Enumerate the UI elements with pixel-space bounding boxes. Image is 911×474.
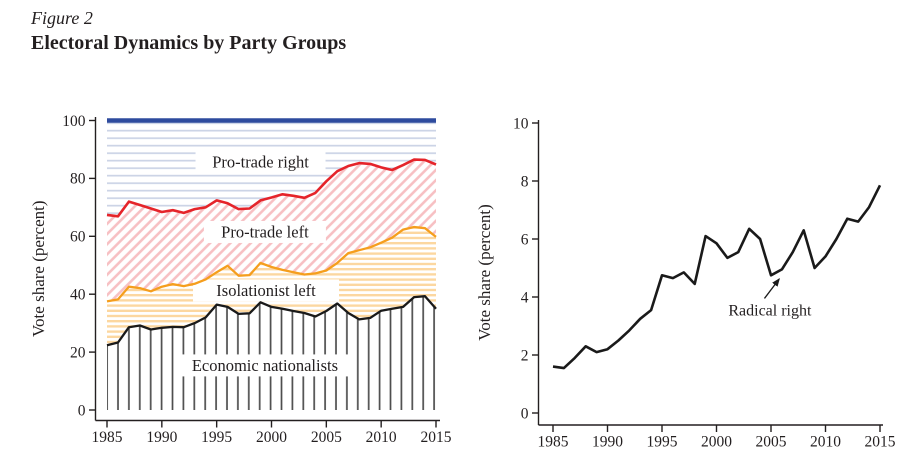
annotation-label: Radical right [728, 302, 812, 319]
figure-title: Electoral Dynamics by Party Groups [31, 32, 347, 54]
y-tick-label: 6 [521, 231, 529, 248]
x-tick-label: 1990 [592, 434, 623, 451]
y-tick-label: 100 [62, 113, 86, 130]
region-label-box [175, 354, 354, 377]
y-tick-label: 4 [521, 289, 529, 306]
party-groups-chart: Pro-trade right Pro-trade left Isolationis… [29, 113, 452, 446]
boundary-line-0 [106, 295, 437, 347]
radical-right-line [552, 184, 882, 370]
x-tick-label: 1995 [201, 429, 232, 446]
x-tick-label: 2000 [701, 434, 732, 451]
region-label-box [193, 279, 340, 302]
y-tick-label: 0 [521, 405, 529, 422]
region-label: Economic nationalists [192, 356, 338, 375]
x-tick-label: 2015 [421, 429, 452, 446]
x-tick-label: 2005 [311, 429, 342, 446]
x-tick-label: 1985 [538, 434, 569, 451]
region-label: Pro-trade left [221, 223, 309, 242]
x-tick-label: 2015 [865, 434, 896, 451]
y-tick-label: 2 [521, 347, 529, 364]
radical-right-chart: 0 2 4 6 8 10 1985 1990 1995 2000 2005 2010 2015 Vote … [475, 115, 896, 450]
x-tick-label: 1985 [92, 429, 123, 446]
boundary-line-2 [106, 158, 437, 218]
y-axis-title: Vote share (percent) [29, 200, 48, 337]
y-tick-label: 60 [70, 229, 86, 246]
y-axis-title: Vote share (percent) [475, 204, 494, 341]
x-tick-label: 2010 [366, 429, 397, 446]
y-tick-label: 8 [521, 173, 529, 190]
y-tick-label: 0 [78, 402, 86, 419]
annotation-arrow [763, 278, 780, 299]
y-tick-label: 40 [70, 286, 86, 303]
boundary-line-1 [106, 225, 437, 303]
x-tick-label: 2005 [756, 434, 787, 451]
x-tick-label: 2000 [256, 429, 287, 446]
x-tick-label: 1995 [647, 434, 678, 451]
region-label-box [195, 150, 326, 173]
y-tick-label: 10 [513, 115, 529, 132]
y-tick-label: 20 [70, 344, 86, 361]
x-tick-label: 1990 [146, 429, 177, 446]
x-tick-label: 2010 [810, 434, 841, 451]
region-label-box [203, 220, 326, 243]
y-tick-label: 80 [70, 171, 86, 188]
region-label: Pro-trade right [212, 153, 309, 172]
band-0 [107, 296, 436, 410]
figure-label: Figure 2 [31, 8, 93, 28]
region-label: Isolationist left [216, 281, 316, 300]
